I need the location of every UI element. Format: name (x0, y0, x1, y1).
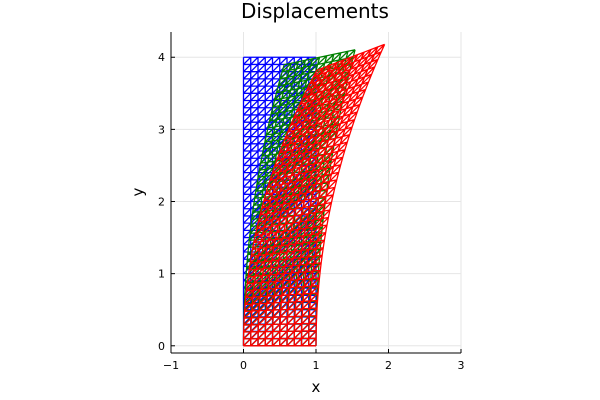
x-tick-label-2: 1 (313, 359, 320, 372)
chart-title: Displacements (241, 0, 389, 23)
y-tick-label-3: 3 (158, 123, 165, 136)
x-tick-label-0: −1 (163, 359, 179, 372)
y-tick-label-1: 1 (158, 268, 165, 281)
y-tick-label-0: 0 (158, 340, 165, 353)
x-tick-label-3: 2 (385, 359, 392, 372)
x-axis-label: x (312, 378, 321, 396)
x-tick-label-1: 0 (240, 359, 247, 372)
y-tick-label-2: 2 (158, 196, 165, 209)
y-axis-label: y (129, 187, 147, 196)
mesh-series-2 (242, 43, 386, 347)
mesh-layer (242, 43, 386, 347)
x-tick-label-4: 3 (458, 359, 465, 372)
y-tick-label-4: 4 (158, 51, 165, 64)
axes: −1 0 1 2 3 0 1 2 3 4 (158, 32, 465, 372)
